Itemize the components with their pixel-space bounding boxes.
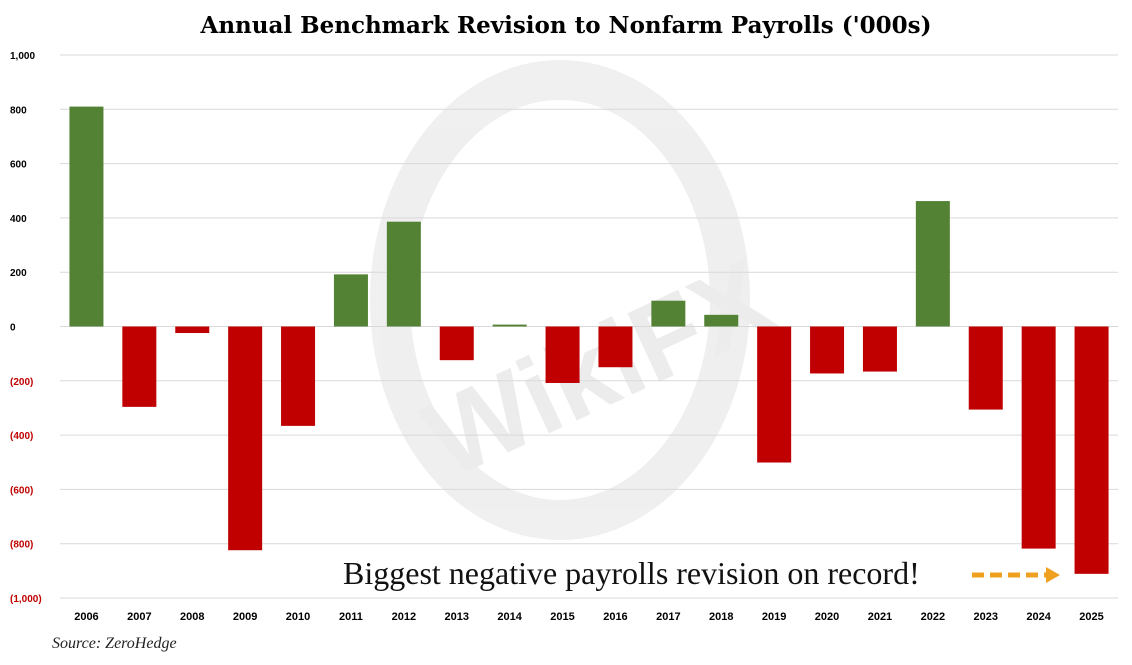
chart-title: Annual Benchmark Revision to Nonfarm Pay… xyxy=(200,12,932,39)
bar-2017 xyxy=(651,300,686,327)
bar-2025 xyxy=(1074,326,1109,574)
bar-2022 xyxy=(915,201,950,327)
x-tick-label: 2020 xyxy=(815,611,839,623)
x-tick-label: 2017 xyxy=(656,611,680,623)
annotation-arrowhead xyxy=(1046,567,1060,583)
x-tick-label: 2008 xyxy=(180,611,204,623)
bar-2018 xyxy=(704,314,739,327)
watermark-logo: WikiFX xyxy=(370,60,790,540)
bar-2006 xyxy=(69,106,104,327)
x-tick-label: 2018 xyxy=(709,611,733,623)
bar-2020 xyxy=(810,326,845,374)
x-tick-label: 2013 xyxy=(445,611,469,623)
x-tick-label: 2016 xyxy=(603,611,627,623)
bar-2012 xyxy=(386,221,421,327)
bar-2016 xyxy=(598,326,633,368)
bar-2021 xyxy=(862,326,897,372)
y-tick-label: 1,000 xyxy=(10,51,35,62)
y-tick-label: 400 xyxy=(10,214,27,225)
x-tick-label: 2023 xyxy=(974,611,998,623)
y-tick-label: (600) xyxy=(10,485,33,496)
x-tick-label: 2015 xyxy=(550,611,574,623)
x-tick-label: 2007 xyxy=(127,611,151,623)
x-tick-label: 2025 xyxy=(1079,611,1103,623)
y-tick-label: (400) xyxy=(10,431,33,442)
y-tick-label: (800) xyxy=(10,540,33,551)
y-tick-label: (200) xyxy=(10,377,33,388)
x-tick-label: 2014 xyxy=(497,611,522,623)
x-tick-label: 2009 xyxy=(233,611,257,623)
bar-2015 xyxy=(545,326,580,383)
x-tick-label: 2024 xyxy=(1026,611,1051,623)
x-tick-label: 2010 xyxy=(286,611,310,623)
source-note: Source: ZeroHedge xyxy=(52,635,177,652)
y-tick-label: 600 xyxy=(10,160,27,171)
x-tick-label: 2006 xyxy=(74,611,98,623)
x-tick-label: 2012 xyxy=(392,611,416,623)
x-tick-label: 2019 xyxy=(762,611,786,623)
bar-2013 xyxy=(439,326,474,361)
bar-2009 xyxy=(228,326,263,551)
bar-2011 xyxy=(333,274,368,327)
y-tick-label: (1,000) xyxy=(10,594,42,605)
svg-text:WikiFX: WikiFX xyxy=(407,236,790,502)
y-tick-label: 200 xyxy=(10,268,27,279)
y-tick-label: 800 xyxy=(10,105,27,116)
bar-2007 xyxy=(122,326,157,407)
annotation-text: Biggest negative payrolls revision on re… xyxy=(343,555,920,591)
bar-2024 xyxy=(1021,326,1056,549)
x-tick-label: 2011 xyxy=(339,611,363,623)
x-tick-label: 2022 xyxy=(921,611,945,623)
bar-2014 xyxy=(492,324,527,327)
bar-2023 xyxy=(968,326,1003,410)
x-tick-label: 2021 xyxy=(868,611,892,623)
bar-2010 xyxy=(281,326,316,426)
bar-2008 xyxy=(175,326,210,334)
bar-2019 xyxy=(757,326,792,463)
y-tick-label: 0 xyxy=(10,323,16,334)
